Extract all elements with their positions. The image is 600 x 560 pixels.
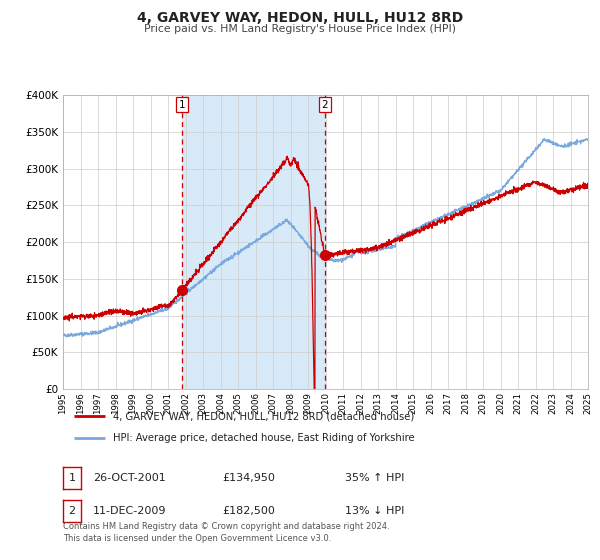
Text: 1: 1 [179, 100, 185, 110]
Text: 2: 2 [322, 100, 328, 110]
Text: HPI: Average price, detached house, East Riding of Yorkshire: HPI: Average price, detached house, East… [113, 433, 415, 443]
Text: 2: 2 [68, 506, 76, 516]
Text: Price paid vs. HM Land Registry's House Price Index (HPI): Price paid vs. HM Land Registry's House … [144, 24, 456, 34]
Text: 4, GARVEY WAY, HEDON, HULL, HU12 8RD (detached house): 4, GARVEY WAY, HEDON, HULL, HU12 8RD (de… [113, 411, 414, 421]
Text: £134,950: £134,950 [222, 473, 275, 483]
Text: 1: 1 [68, 473, 76, 483]
Bar [182, 95, 325, 389]
Text: 26-OCT-2001: 26-OCT-2001 [93, 473, 166, 483]
Text: 35% ↑ HPI: 35% ↑ HPI [345, 473, 404, 483]
Text: 4, GARVEY WAY, HEDON, HULL, HU12 8RD: 4, GARVEY WAY, HEDON, HULL, HU12 8RD [137, 11, 463, 25]
Text: 13% ↓ HPI: 13% ↓ HPI [345, 506, 404, 516]
Text: 11-DEC-2009: 11-DEC-2009 [93, 506, 167, 516]
Text: £182,500: £182,500 [222, 506, 275, 516]
Text: Contains HM Land Registry data © Crown copyright and database right 2024.
This d: Contains HM Land Registry data © Crown c… [63, 522, 389, 543]
